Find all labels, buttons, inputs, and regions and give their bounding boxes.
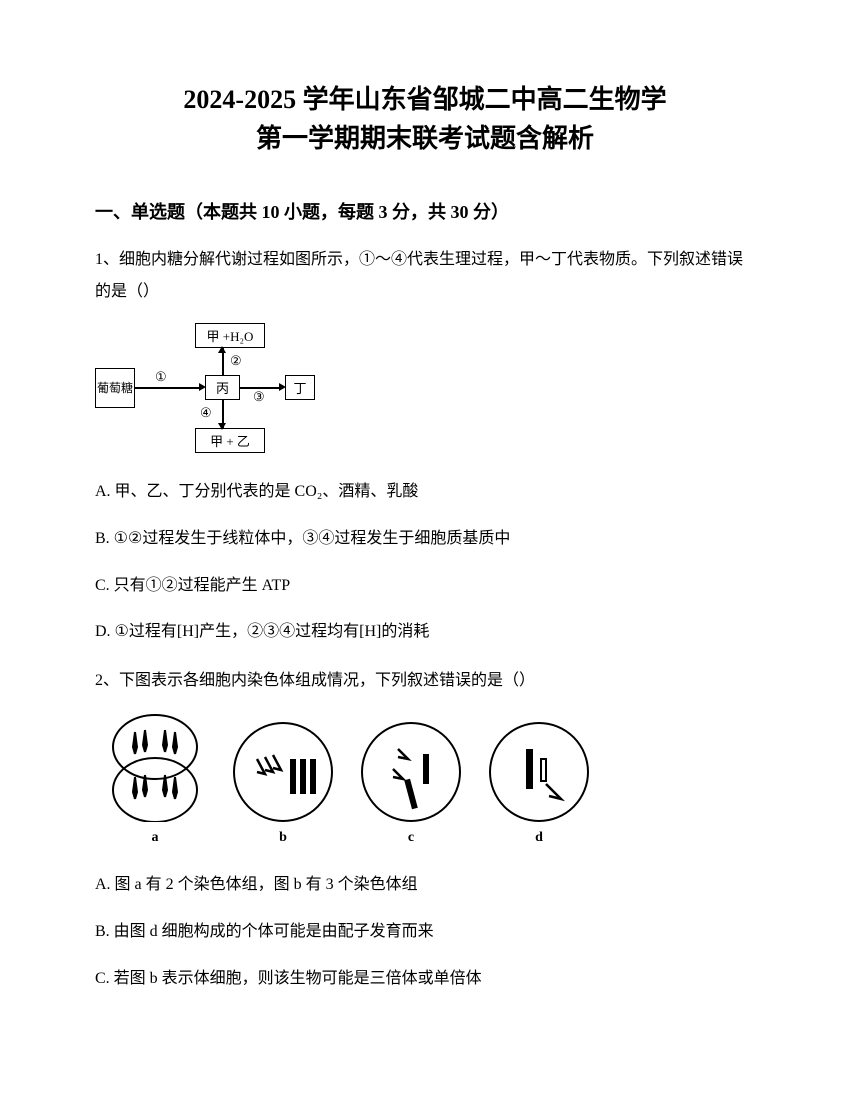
question-2-text: 2、下图表示各细胞内染色体组成情况，下列叙述错误的是（） bbox=[95, 665, 755, 697]
label-4: ④ bbox=[200, 405, 212, 421]
cell-a-label: a bbox=[152, 830, 159, 846]
document-title: 2024-2025 学年山东省邹城二中高二生物学 第一学期期末联考试题含解析 bbox=[95, 80, 755, 158]
box-glucose: 葡萄糖 bbox=[95, 368, 135, 408]
q1-option-a: A. 甲、乙、丁分别代表的是 CO₂、酒精、乳酸 bbox=[95, 478, 755, 507]
label-1: ① bbox=[155, 369, 167, 385]
cell-a-group: a bbox=[105, 712, 205, 846]
label-2: ② bbox=[230, 353, 242, 369]
box-bottom: 甲 + 乙 bbox=[195, 428, 265, 453]
title-line-2: 第一学期期末联考试题含解析 bbox=[95, 119, 755, 158]
question-1-text: 1、细胞内糖分解代谢过程如图所示，①～④代表生理过程，甲～丁代表物质。下列叙述错… bbox=[95, 244, 755, 308]
cell-c-group: c bbox=[361, 722, 461, 846]
box-right: 丁 bbox=[285, 375, 315, 400]
question-2-diagram: a b c bbox=[105, 712, 755, 846]
cell-d-label: d bbox=[535, 830, 543, 846]
box-top: 甲 +H₂O bbox=[195, 323, 265, 348]
label-3: ③ bbox=[253, 389, 265, 405]
q1-option-d: D. ①过程有[H]产生，②③④过程均有[H]的消耗 bbox=[95, 618, 755, 647]
cell-a-svg bbox=[105, 712, 205, 822]
cell-b-group: b bbox=[233, 722, 333, 846]
cell-c-label: c bbox=[408, 830, 414, 846]
q1-option-b: B. ①②过程发生于线粒体中，③④过程发生于细胞质基质中 bbox=[95, 525, 755, 554]
q2-option-b: B. 由图 d 细胞构成的个体可能是由配子发育而来 bbox=[95, 918, 755, 947]
box-mid: 丙 bbox=[205, 375, 240, 400]
cell-d-group: d bbox=[489, 722, 589, 846]
cell-b-label: b bbox=[279, 830, 287, 846]
section-1-header: 一、单选题（本题共 10 小题，每题 3 分，共 30 分） bbox=[95, 198, 755, 224]
q2-option-a: A. 图 a 有 2 个染色体组，图 b 有 3 个染色体组 bbox=[95, 871, 755, 900]
title-line-1: 2024-2025 学年山东省邹城二中高二生物学 bbox=[95, 80, 755, 119]
q1-option-c: C. 只有①②过程能产生 ATP bbox=[95, 572, 755, 601]
q2-option-c: C. 若图 b 表示体细胞，则该生物可能是三倍体或单倍体 bbox=[95, 965, 755, 994]
question-1-diagram: 葡萄糖 甲 +H₂O 丙 丁 甲 + 乙 ① ② ③ ④ bbox=[95, 323, 755, 453]
